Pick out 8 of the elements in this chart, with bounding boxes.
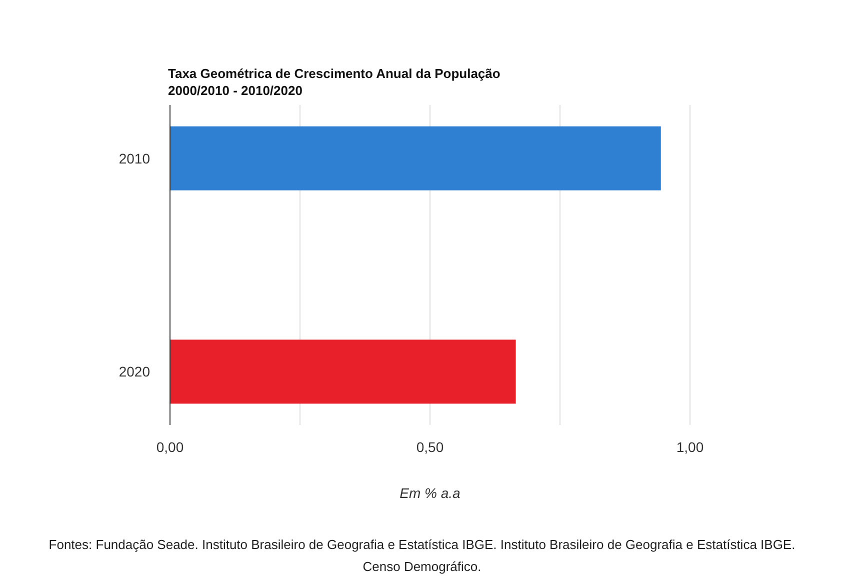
y-tick-label: 2010	[118, 150, 150, 166]
text: Fontes: Fundação Seade. Instituto Brasileiro de Geografia e Estatística IBGE. Instituto Brasileiro de Geografia e Estatística IBGE. Censo Demográfico.	[48, 536, 796, 576]
x-axis-title: Em % a.a	[400, 485, 461, 501]
chart-title: Taxa Geométrica de Crescimento Anual da População 2000/2010 - 2010/2020	[168, 66, 500, 98]
x-tick-label: 0,00	[156, 439, 184, 455]
x-tick-label: 0,50	[416, 439, 444, 455]
y-tick-label: 2020	[118, 364, 150, 380]
x-tick-label: 1,00	[676, 439, 704, 455]
